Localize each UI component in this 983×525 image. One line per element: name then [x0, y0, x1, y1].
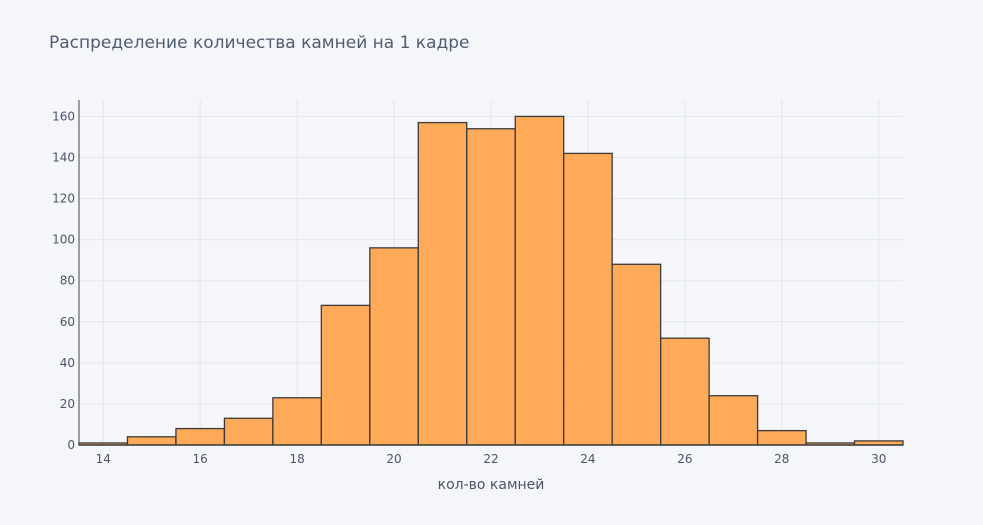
- histogram-bar: [514, 115, 565, 446]
- y-tick-label: 60: [60, 315, 75, 329]
- y-tick-label: 100: [52, 233, 75, 247]
- histogram-bar: [126, 436, 177, 446]
- x-tick-label: 22: [483, 452, 498, 466]
- x-tick-label: 16: [193, 452, 208, 466]
- bars-layer: [78, 115, 904, 446]
- histogram-bar: [563, 152, 613, 446]
- x-axis-title: кол-во камней: [438, 477, 545, 493]
- histogram-bar: [756, 429, 807, 446]
- x-tick-label: 14: [96, 452, 111, 466]
- histogram-bar: [708, 395, 759, 446]
- x-tick-label: 18: [289, 452, 304, 466]
- histogram-bar: [417, 121, 468, 446]
- y-tick-label: 80: [60, 274, 75, 288]
- histogram-bar: [272, 397, 323, 446]
- y-tick-label: 40: [60, 356, 75, 370]
- y-tick-label: 160: [52, 109, 75, 123]
- histogram-bar: [175, 427, 226, 446]
- x-tick-label: 24: [580, 452, 595, 466]
- histogram-bar: [466, 128, 516, 446]
- histogram-bar: [369, 247, 419, 446]
- histogram-bar: [659, 337, 710, 446]
- y-tick-label: 0: [67, 438, 75, 452]
- axes-layer: [78, 100, 903, 446]
- x-tick-label: 20: [386, 452, 401, 466]
- y-tick-label: 20: [60, 397, 75, 411]
- x-tick-label: 26: [677, 452, 692, 466]
- chart-title: Распределение количества камней на 1 кад…: [49, 33, 470, 53]
- x-tick-label: 28: [774, 452, 789, 466]
- x-tick-label: 30: [871, 452, 886, 466]
- y-tick-label: 140: [52, 151, 75, 165]
- histogram-bar: [320, 304, 371, 446]
- histogram-bar: [223, 417, 274, 446]
- y-tick-label: 120: [52, 192, 75, 206]
- ticks-layer: 0 20 40 60 80 100 120 140 160 14 16 18 20 22 24 26 28 30: [52, 109, 886, 466]
- histogram-bar: [611, 263, 662, 446]
